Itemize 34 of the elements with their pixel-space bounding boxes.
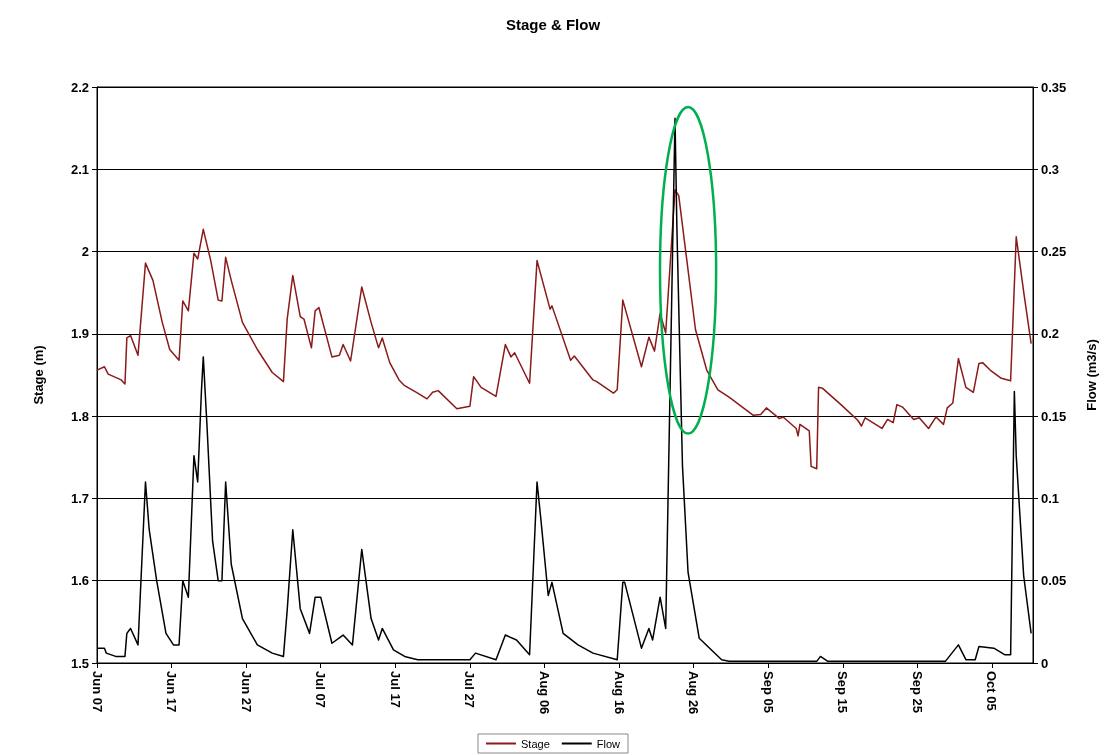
legend-label: Stage	[521, 737, 550, 750]
y-axis-title: Stage (m)	[31, 345, 46, 405]
y2-tick-label: 0.1	[1041, 490, 1060, 506]
y2-tick-label: 0.25	[1041, 244, 1067, 260]
y-tick-label: 2	[81, 244, 89, 260]
y2-tick-label: 0.2	[1041, 326, 1060, 342]
y-tick-label: 1.8	[70, 408, 89, 424]
x-tick-label: Jun 27	[238, 671, 254, 713]
x-tick-label: Aug 26	[686, 671, 702, 715]
y2-tick-label: 0.3	[1041, 161, 1060, 177]
x-tick-label: Jun 17	[164, 671, 180, 713]
x-tick-label: Sep 05	[760, 671, 776, 713]
y-tick-label: 1.7	[70, 490, 89, 506]
y2-tick-label: 0.05	[1041, 573, 1067, 589]
y-tick-label: 1.5	[70, 655, 89, 671]
x-tick-label: Oct 05	[984, 671, 1000, 711]
y2-tick-label: 0.35	[1041, 79, 1067, 95]
x-tick-label: Sep 15	[835, 671, 851, 713]
chart-title: Stage & Flow	[505, 16, 601, 33]
x-tick-label: Jul 07	[313, 671, 329, 708]
y2-tick-label: 0.15	[1041, 408, 1067, 424]
y-tick-label: 2.2	[70, 79, 89, 95]
x-tick-label: Jun 07	[89, 671, 105, 713]
x-tick-label: Aug 16	[611, 671, 627, 715]
x-tick-label: Jul 17	[387, 671, 403, 708]
y2-axis-title: Flow (m3/s)	[1084, 339, 1099, 411]
y-tick-label: 1.6	[70, 573, 89, 589]
x-tick-label: Jul 27	[462, 671, 478, 708]
y2-tick-label: 0	[1041, 655, 1049, 671]
x-tick-label: Aug 06	[536, 671, 552, 715]
legend-label: Flow	[596, 737, 621, 750]
y-tick-label: 2.1	[70, 161, 89, 177]
y-tick-label: 1.9	[70, 326, 89, 342]
x-tick-label: Sep 25	[909, 671, 925, 713]
